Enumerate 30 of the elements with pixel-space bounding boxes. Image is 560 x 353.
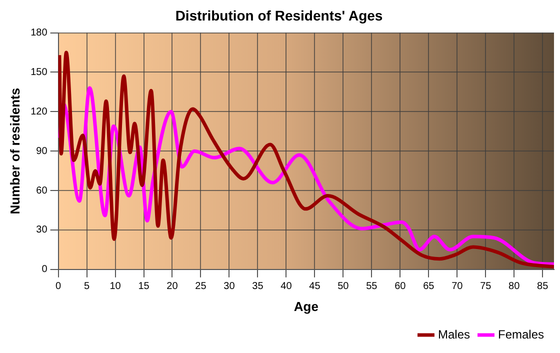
x-tick-label: 70 — [452, 281, 464, 292]
x-axis-title: Age — [294, 298, 318, 314]
y-tick-label: 90 — [36, 146, 48, 157]
x-tick-label: 85 — [537, 281, 549, 292]
chart-title: Distribution of Residents' Ages — [175, 7, 383, 24]
x-tick-label: 25 — [195, 281, 207, 292]
x-tick-label: 80 — [508, 281, 520, 292]
legend-label: Males — [438, 327, 470, 342]
x-tick-label: 65 — [423, 281, 435, 292]
x-tick-label: 5 — [84, 281, 90, 292]
x-tick-label: 60 — [394, 281, 406, 292]
x-tick-label: 20 — [166, 281, 178, 292]
y-axis-title: Number of residents — [7, 88, 22, 214]
y-tick-label: 0 — [42, 264, 48, 276]
y-tick-label: 30 — [36, 224, 48, 236]
x-tick-label: 45 — [309, 281, 321, 292]
x-tick-label: 0 — [56, 281, 62, 292]
x-tick-label: 10 — [110, 281, 122, 292]
x-tick-label: 50 — [338, 281, 350, 292]
legend-label: Females — [498, 327, 544, 342]
x-tick-label: 15 — [138, 281, 150, 292]
y-tick-label: 60 — [36, 185, 48, 196]
y-tick-label: 150 — [30, 66, 48, 78]
x-tick-label: 75 — [480, 281, 492, 292]
y-tick-label: 120 — [30, 106, 48, 118]
x-tick-label: 55 — [366, 281, 378, 292]
x-tick-label: 35 — [252, 281, 264, 292]
y-tick-label: 180 — [30, 28, 48, 39]
x-tick-label: 30 — [224, 281, 236, 292]
x-tick-label: 40 — [280, 281, 292, 292]
